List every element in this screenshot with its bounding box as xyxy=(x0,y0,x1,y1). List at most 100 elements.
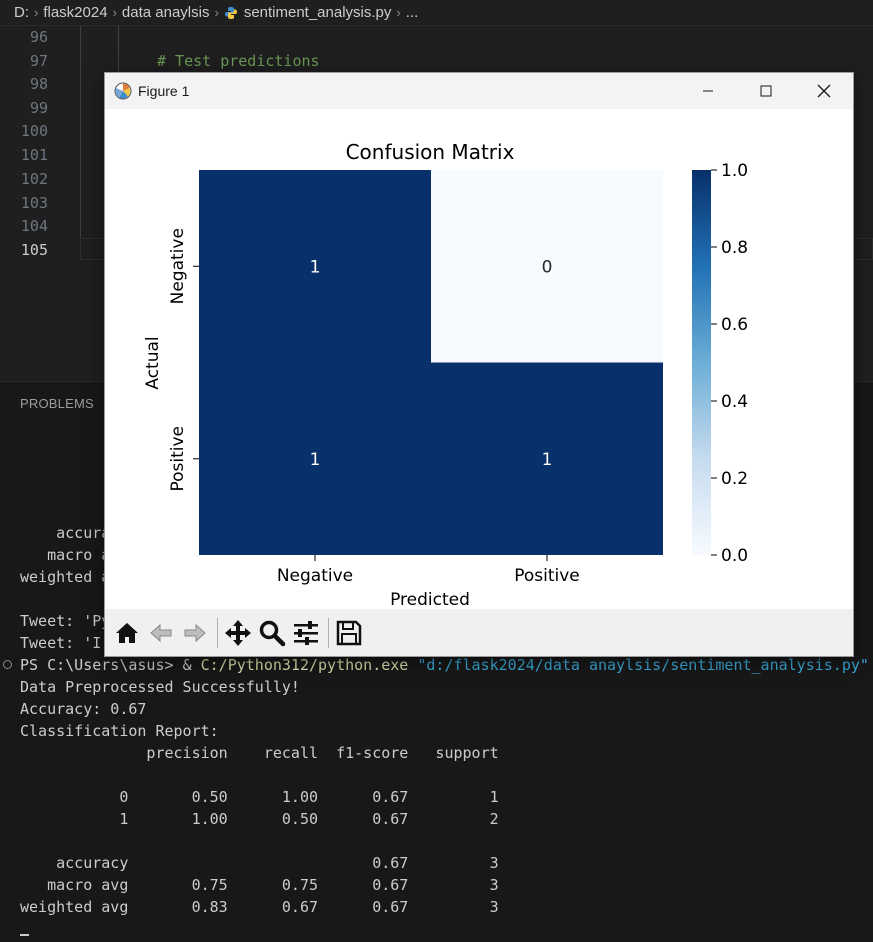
breadcrumb-folder-data-anaylsis[interactable]: data anaylsis xyxy=(121,4,210,21)
matplotlib-icon xyxy=(114,82,132,100)
command-status-icon[interactable] xyxy=(3,660,12,669)
toolbar-separator xyxy=(328,617,329,648)
cell-value-label: 1 xyxy=(310,450,321,470)
y-tick-label: Positive xyxy=(168,426,188,492)
back-icon xyxy=(150,623,172,642)
zoom-icon xyxy=(259,620,286,646)
terminal-line: Accuracy: 0.67 xyxy=(20,700,147,718)
figure-title: Figure 1 xyxy=(138,83,190,99)
home-icon xyxy=(116,622,138,643)
y-axis-label: Actual xyxy=(143,336,163,389)
forward-button[interactable] xyxy=(179,617,211,649)
line-number: 102 xyxy=(20,170,48,188)
close-icon xyxy=(817,84,831,98)
back-button[interactable] xyxy=(145,617,177,649)
forward-icon xyxy=(184,623,206,642)
terminal-line: accura xyxy=(20,524,111,542)
terminal-line: 1 1.00 0.50 0.67 2 xyxy=(20,810,499,828)
chart-title: Confusion Matrix xyxy=(346,140,515,164)
breadcrumb-folder-flask2024[interactable]: flask2024 xyxy=(43,4,108,21)
toolbar-separator xyxy=(217,617,218,648)
terminal-line: precision recall f1-score support xyxy=(20,744,499,762)
pan-icon xyxy=(225,619,251,646)
terminal-cursor xyxy=(20,934,29,936)
cell-value-label: 1 xyxy=(542,450,553,470)
line-number: 103 xyxy=(20,194,48,212)
terminal-python-path: C:/Python312/python.exe xyxy=(200,656,409,674)
line-number-active: 105 xyxy=(20,241,48,259)
terminal-line: Data Preprocessed Successfully! xyxy=(20,678,300,696)
line-number: 101 xyxy=(20,146,48,164)
y-axis-ticks: Negative Positive xyxy=(168,228,199,492)
chevron-right-icon: › xyxy=(34,5,39,20)
plot-canvas[interactable]: Confusion Matrix 1 0 1 1 Negative Positive N… xyxy=(105,109,853,610)
minimize-icon xyxy=(703,90,713,92)
terminal-line: macro avg 0.75 0.75 0.67 3 xyxy=(20,876,499,894)
colorbar-tick-label: 0.2 xyxy=(721,469,748,489)
terminal-command-line: PS C:\Users\asus> & C:/Python312/python.… xyxy=(20,656,869,674)
chevron-right-icon: › xyxy=(112,5,117,20)
cell-value-label: 0 xyxy=(542,257,553,277)
colorbar-tick-label: 0.8 xyxy=(721,238,748,258)
figure-toolbar xyxy=(105,609,853,656)
close-button[interactable] xyxy=(795,73,853,109)
heatmap-cells: 1 0 1 1 xyxy=(199,170,663,555)
colorbar-tick-label: 0.0 xyxy=(721,546,748,566)
indent-guide xyxy=(80,26,81,260)
line-number: 97 xyxy=(29,52,48,70)
line-number: 104 xyxy=(20,217,48,235)
colorbar-tick-label: 1.0 xyxy=(721,161,748,181)
line-number: 96 xyxy=(29,28,48,46)
minimize-button[interactable] xyxy=(679,73,737,109)
heatmap-cell xyxy=(431,170,663,363)
breadcrumb-more[interactable]: ... xyxy=(405,4,419,21)
terminal-line: Tweet: 'Py xyxy=(20,612,111,630)
colorbar xyxy=(692,170,711,555)
colorbar-tick-label: 0.4 xyxy=(721,392,748,412)
colorbar-ticks: 0.0 0.2 0.4 0.6 0.8 1.0 xyxy=(711,161,748,566)
maximize-button[interactable] xyxy=(737,73,795,109)
terminal-line: weighted a xyxy=(20,568,111,586)
line-number: 98 xyxy=(29,75,48,93)
chevron-right-icon: › xyxy=(396,5,401,20)
terminal-line: accuracy 0.67 3 xyxy=(20,854,499,872)
x-tick-label: Positive xyxy=(514,566,580,586)
save-button[interactable] xyxy=(333,617,365,649)
x-tick-label: Negative xyxy=(277,566,353,586)
heatmap-cell xyxy=(199,170,431,363)
heatmap-cell xyxy=(431,362,663,555)
heatmap-cell xyxy=(199,362,431,555)
colorbar-tick-label: 0.6 xyxy=(721,315,748,335)
python-file-icon xyxy=(224,6,237,19)
y-tick-label: Negative xyxy=(168,228,188,304)
chevron-right-icon: › xyxy=(214,5,219,20)
terminal-prompt: PS C:\Users\asus> xyxy=(20,656,183,674)
x-axis-label: Predicted xyxy=(390,590,470,609)
terminal-line: 0 0.50 1.00 0.67 1 xyxy=(20,788,499,806)
breadcrumb-file[interactable]: sentiment_analysis.py xyxy=(243,4,392,21)
save-icon xyxy=(336,620,362,645)
terminal-script-path: "d:/flask2024/data anaylsis/sentiment_an… xyxy=(408,656,869,674)
pan-button[interactable] xyxy=(222,617,254,649)
figure-titlebar[interactable]: Figure 1 xyxy=(105,73,853,109)
line-number: 99 xyxy=(29,99,48,117)
terminal-line: macro a xyxy=(20,546,111,564)
configure-subplots-button[interactable] xyxy=(290,617,322,649)
home-button[interactable] xyxy=(111,617,143,649)
terminal-line: weighted avg 0.83 0.67 0.67 3 xyxy=(20,898,499,916)
code-comment: # Test predictions xyxy=(157,52,320,70)
terminal-amp: & xyxy=(182,656,201,674)
terminal-line: Classification Report: xyxy=(20,722,219,740)
cell-value-label: 1 xyxy=(310,257,321,277)
zoom-button[interactable] xyxy=(256,617,288,649)
breadcrumb-drive[interactable]: D: xyxy=(14,4,29,21)
configure-icon xyxy=(294,620,318,645)
x-axis-ticks: Negative Positive xyxy=(277,555,580,586)
line-number: 100 xyxy=(20,122,48,140)
tab-problems[interactable]: PROBLEMS xyxy=(20,396,94,411)
terminal-line: Tweet: 'I xyxy=(20,634,102,652)
breadcrumb: D: › flask2024 › data anaylsis › sentime… xyxy=(0,0,873,26)
confusion-matrix-chart: Confusion Matrix 1 0 1 1 Negative Positive N… xyxy=(143,140,748,610)
maximize-icon xyxy=(760,85,772,97)
